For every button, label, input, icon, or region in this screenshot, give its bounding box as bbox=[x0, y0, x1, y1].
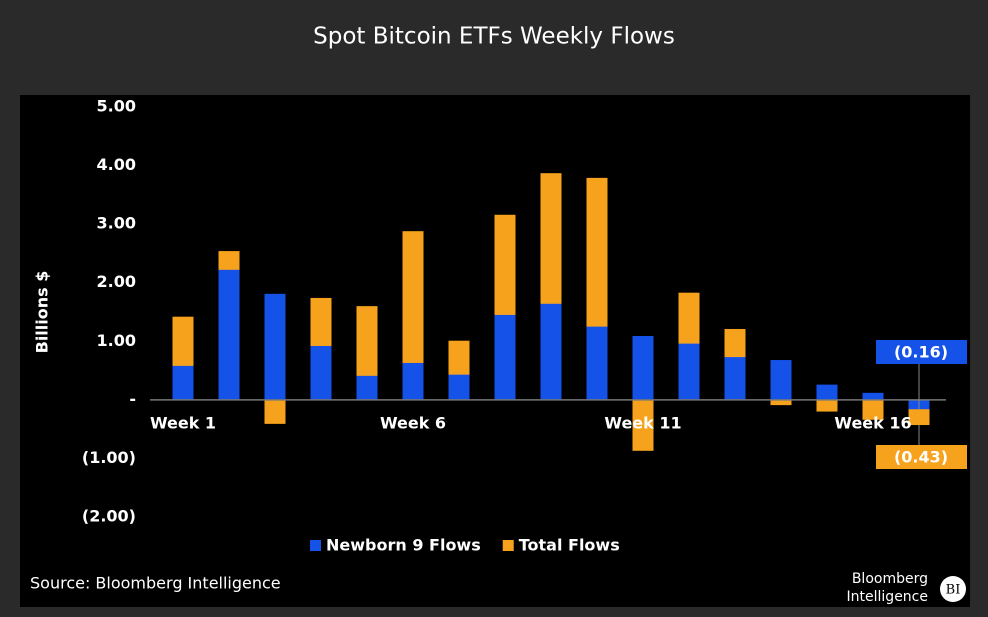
bar bbox=[356, 375, 378, 400]
bar bbox=[264, 399, 286, 424]
x-tick-label: Week 16 bbox=[834, 413, 911, 432]
bar bbox=[770, 360, 792, 400]
y-axis-label: Billions $ bbox=[33, 271, 52, 354]
brand-badge-text: BI bbox=[946, 583, 961, 598]
bar bbox=[264, 293, 286, 400]
chart-title: Spot Bitcoin ETFs Weekly Flows bbox=[313, 24, 675, 50]
value-label-box bbox=[876, 445, 967, 469]
bar bbox=[862, 392, 884, 400]
y-tick-label: 2.00 bbox=[97, 272, 136, 291]
bar bbox=[448, 374, 470, 400]
bar bbox=[402, 362, 424, 400]
y-tick-label: (2.00) bbox=[82, 507, 136, 526]
x-tick-label: Week 1 bbox=[150, 413, 216, 432]
bar bbox=[172, 365, 194, 400]
legend-label: Total Flows bbox=[519, 536, 620, 555]
x-tick-label: Week 11 bbox=[604, 413, 681, 432]
bar bbox=[862, 399, 884, 420]
legend-label: Newborn 9 Flows bbox=[326, 536, 481, 555]
y-tick-label: 5.00 bbox=[97, 97, 136, 116]
legend-swatch bbox=[502, 540, 514, 551]
source: Source: Bloomberg Intelligence bbox=[30, 574, 281, 593]
bar bbox=[586, 326, 608, 400]
bar bbox=[816, 384, 838, 400]
bar bbox=[632, 336, 654, 400]
bar bbox=[494, 314, 516, 400]
bar bbox=[218, 269, 240, 400]
bar bbox=[632, 399, 654, 451]
bar bbox=[540, 303, 562, 400]
y-tick-label: 1.00 bbox=[97, 331, 136, 350]
y-tick-label: (1.00) bbox=[82, 448, 136, 467]
brand-line: Bloomberg bbox=[852, 571, 928, 587]
bar bbox=[402, 231, 424, 400]
value-label: (0.43) bbox=[894, 448, 948, 467]
bar bbox=[816, 399, 838, 412]
y-tick-label: 3.00 bbox=[97, 214, 136, 233]
bar bbox=[770, 399, 792, 406]
bar bbox=[310, 345, 332, 400]
value-label: (0.16) bbox=[894, 343, 948, 362]
y-tick-label: - bbox=[129, 389, 136, 408]
bar bbox=[724, 357, 746, 400]
value-label-box bbox=[876, 340, 967, 364]
brand-line: Intelligence bbox=[847, 589, 928, 605]
legend-swatch bbox=[310, 540, 321, 551]
bar bbox=[678, 343, 700, 400]
x-tick-label: Week 6 bbox=[380, 413, 446, 432]
brand-badge bbox=[940, 576, 966, 602]
y-tick-label: 4.00 bbox=[97, 155, 136, 174]
